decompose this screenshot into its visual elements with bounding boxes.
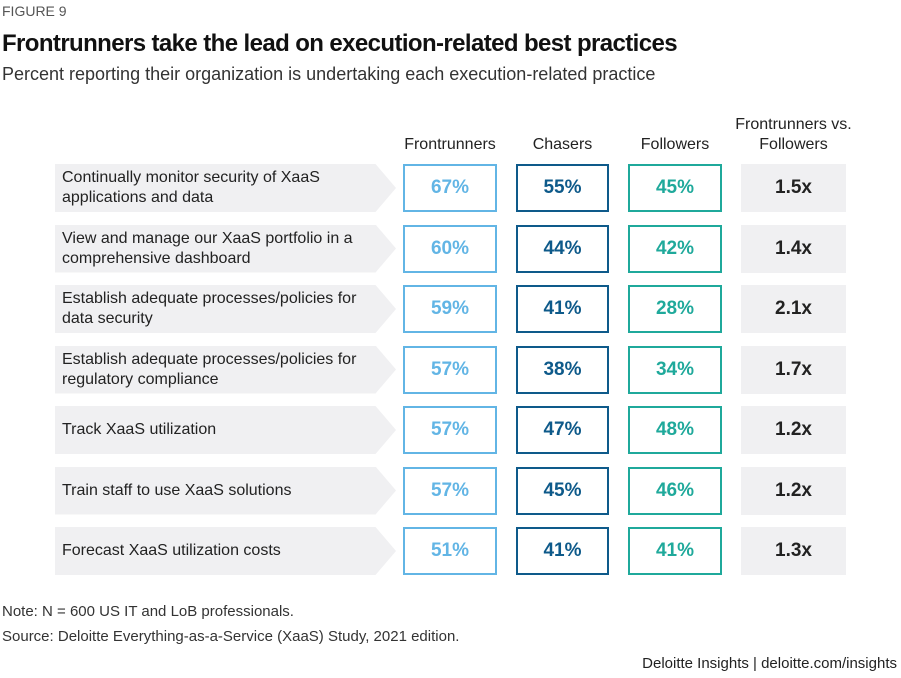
value-cell: 59% xyxy=(403,285,497,333)
row-label-text: View and manage our XaaS portfolio in a … xyxy=(62,229,353,267)
ratio-cell: 1.2x xyxy=(741,466,846,515)
row-label: Forecast XaaS utilization costs xyxy=(55,527,396,575)
ratio-cell: 1.5x xyxy=(741,164,846,212)
value-cell: 34% xyxy=(628,345,722,394)
value-cell: 41% xyxy=(516,527,609,575)
value-cell: 57% xyxy=(403,345,497,394)
value-cell: 41% xyxy=(628,527,722,575)
row-label-text: Continually monitor security of XaaS app… xyxy=(62,169,320,206)
note: Note: N = 600 US IT and LoB professional… xyxy=(2,603,294,620)
row-label: Track XaaS utilization xyxy=(55,406,396,454)
value-cell: 42% xyxy=(628,224,722,273)
value-cell: 48% xyxy=(628,406,722,454)
footer: Deloitte Insights | deloitte.com/insight… xyxy=(642,655,897,672)
row-label: View and manage our XaaS portfolio in a … xyxy=(55,224,396,273)
row-label: Establish adequate processes/policies fo… xyxy=(55,345,396,394)
value-cell: 60% xyxy=(403,224,497,273)
ratio-cell: 1.4x xyxy=(741,224,846,273)
value-cell: 51% xyxy=(403,527,497,575)
ratio-cell: 2.1x xyxy=(741,285,846,333)
subtitle: Percent reporting their organization is … xyxy=(2,64,656,84)
value-cell: 45% xyxy=(516,466,609,515)
value-cell: 38% xyxy=(516,345,609,394)
value-cell: 55% xyxy=(516,164,609,212)
ratio-cell: 1.7x xyxy=(741,345,846,394)
source: Source: Deloitte Everything-as-a-Service… xyxy=(2,628,460,645)
value-cell: 67% xyxy=(403,164,497,212)
value-cell: 45% xyxy=(628,164,722,212)
value-cell: 41% xyxy=(516,285,609,333)
title: Frontrunners take the lead on execution-… xyxy=(2,30,678,57)
value-cell: 47% xyxy=(516,406,609,454)
column-header: Frontrunners vs. Followers xyxy=(735,116,852,153)
row-label-text: Establish adequate processes/policies fo… xyxy=(62,290,357,327)
row-label-text: Track XaaS utilization xyxy=(62,421,217,438)
row-label-text: Forecast XaaS utilization costs xyxy=(62,542,281,559)
row-label: Train staff to use XaaS solutions xyxy=(55,466,396,515)
ratio-cell: 1.2x xyxy=(741,406,846,454)
value-cell: 57% xyxy=(403,466,497,515)
value-cell: 46% xyxy=(628,466,722,515)
row-label: Establish adequate processes/policies fo… xyxy=(55,285,396,333)
figure-label: FIGURE 9 xyxy=(2,3,67,19)
row-label: Continually monitor security of XaaS app… xyxy=(55,164,396,212)
column-header: Followers xyxy=(640,136,710,153)
row-label-text: Train staff to use XaaS solutions xyxy=(62,481,292,499)
value-cell: 44% xyxy=(516,224,609,273)
ratio-cell: 1.3x xyxy=(741,527,846,575)
column-header: Frontrunners xyxy=(404,136,496,153)
column-header: Chasers xyxy=(532,136,593,153)
row-label-text: Establish adequate processes/policies fo… xyxy=(62,350,357,388)
value-cell: 57% xyxy=(403,406,497,454)
value-cell: 28% xyxy=(628,285,722,333)
